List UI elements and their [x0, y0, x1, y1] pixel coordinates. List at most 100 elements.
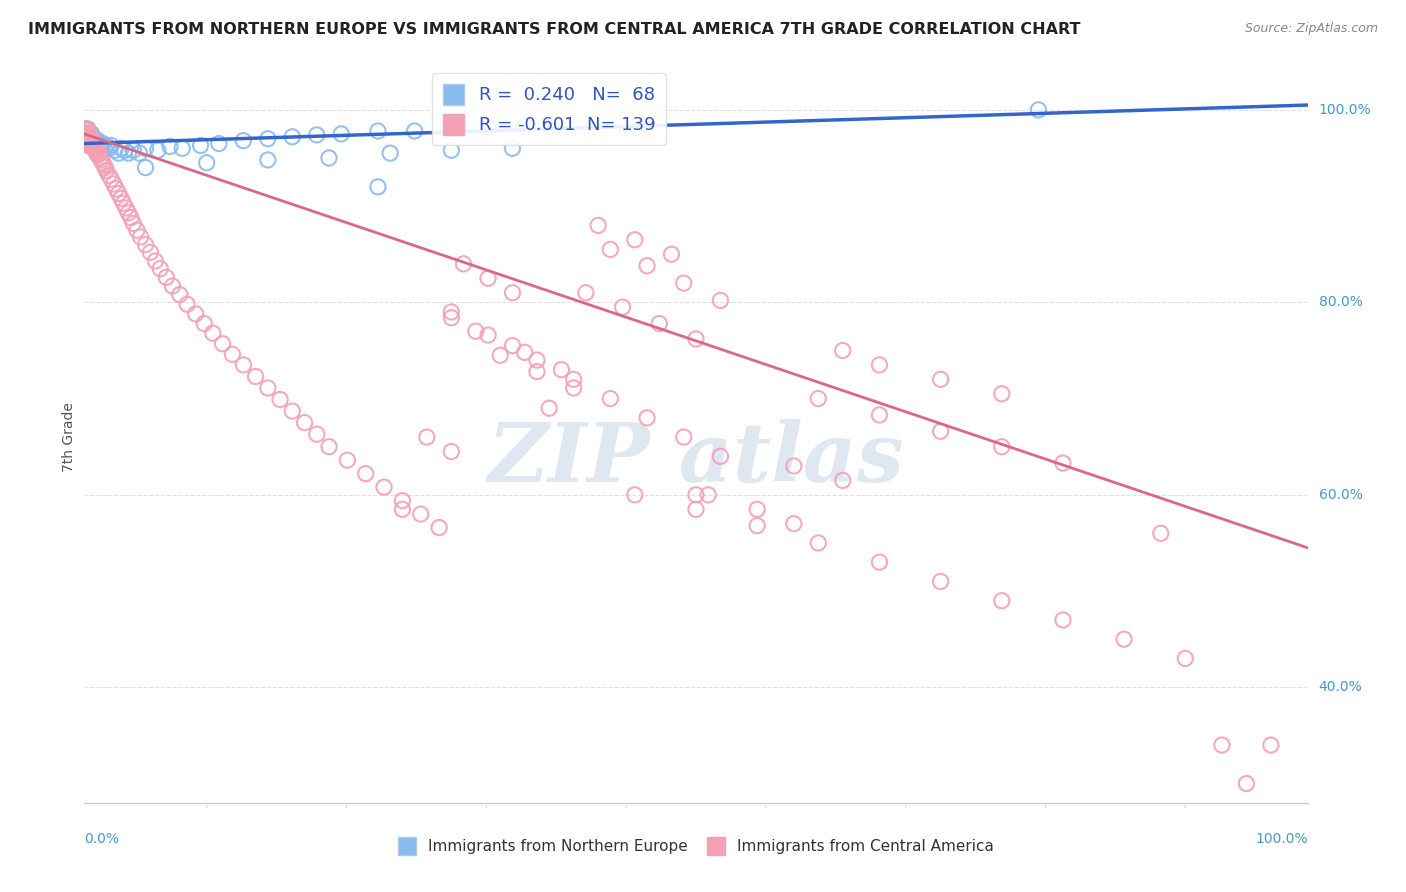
Point — [80, 136, 103, 151]
Point — [89, 151, 111, 165]
Point — [128, 146, 150, 161]
Point — [97, 169, 120, 183]
Legend: Immigrants from Northern Europe, Immigrants from Central America: Immigrants from Northern Europe, Immigra… — [392, 831, 1000, 861]
Point — [502, 338, 524, 352]
Point — [1211, 738, 1233, 752]
Point — [257, 381, 280, 395]
Point — [83, 132, 105, 146]
Point — [1236, 776, 1258, 790]
Point — [697, 488, 720, 502]
Point — [83, 136, 105, 151]
Point — [80, 132, 103, 146]
Point — [82, 138, 104, 153]
Point — [991, 593, 1014, 607]
Point — [929, 372, 952, 386]
Point — [404, 124, 426, 138]
Point — [84, 134, 107, 148]
Point — [586, 219, 609, 233]
Point — [117, 206, 139, 220]
Point — [502, 285, 524, 300]
Point — [114, 143, 136, 157]
Point — [93, 141, 115, 155]
Point — [409, 507, 432, 521]
Point — [807, 392, 830, 406]
Point — [76, 136, 98, 151]
Point — [783, 458, 806, 473]
Point — [599, 392, 621, 406]
Point — [122, 143, 145, 157]
Point — [440, 444, 463, 458]
Point — [257, 153, 280, 167]
Point — [77, 122, 100, 136]
Point — [672, 430, 695, 444]
Point — [624, 488, 647, 502]
Point — [135, 161, 157, 175]
Point — [86, 141, 108, 155]
Point — [526, 353, 548, 368]
Point — [110, 141, 132, 155]
Point — [1150, 526, 1173, 541]
Point — [90, 141, 112, 155]
Point — [75, 122, 97, 136]
Point — [373, 480, 395, 494]
Point — [129, 230, 152, 244]
Point — [991, 440, 1014, 454]
Point — [232, 358, 254, 372]
Point — [624, 233, 647, 247]
Point — [115, 201, 138, 215]
Point — [76, 127, 98, 141]
Point — [93, 158, 115, 172]
Point — [1114, 632, 1136, 647]
Point — [149, 261, 172, 276]
Point — [97, 141, 120, 155]
Point — [453, 257, 475, 271]
Point — [184, 307, 207, 321]
Point — [747, 502, 769, 516]
Point — [513, 345, 536, 359]
Point — [76, 122, 98, 136]
Point — [562, 372, 585, 386]
Point — [162, 279, 184, 293]
Point — [87, 146, 110, 161]
Point — [120, 211, 142, 225]
Point — [104, 143, 127, 157]
Point — [477, 328, 499, 343]
Point — [80, 136, 103, 151]
Point — [661, 247, 683, 261]
Point — [89, 136, 111, 151]
Point — [87, 138, 110, 153]
Y-axis label: 7th Grade: 7th Grade — [62, 402, 76, 472]
Point — [75, 122, 97, 136]
Point — [86, 146, 108, 161]
Point — [77, 132, 100, 146]
Point — [77, 124, 100, 138]
Point — [1260, 738, 1282, 752]
Point — [440, 122, 463, 136]
Point — [195, 155, 218, 169]
Point — [562, 381, 585, 395]
Point — [84, 138, 107, 153]
Point — [869, 358, 891, 372]
Point — [83, 141, 105, 155]
Point — [672, 276, 695, 290]
Point — [929, 425, 952, 439]
Point — [269, 392, 291, 407]
Point — [87, 148, 110, 162]
Point — [305, 427, 328, 442]
Point — [221, 347, 243, 361]
Text: 100.0%: 100.0% — [1256, 832, 1308, 846]
Point — [77, 127, 100, 141]
Point — [211, 336, 233, 351]
Point — [318, 440, 340, 454]
Point — [367, 124, 389, 138]
Point — [709, 293, 731, 308]
Point — [318, 151, 340, 165]
Text: ZIP atlas: ZIP atlas — [488, 419, 904, 499]
Point — [135, 141, 157, 155]
Point — [159, 139, 181, 153]
Point — [87, 143, 110, 157]
Point — [440, 310, 463, 325]
Point — [75, 132, 97, 146]
Point — [103, 177, 125, 191]
Point — [336, 453, 359, 467]
